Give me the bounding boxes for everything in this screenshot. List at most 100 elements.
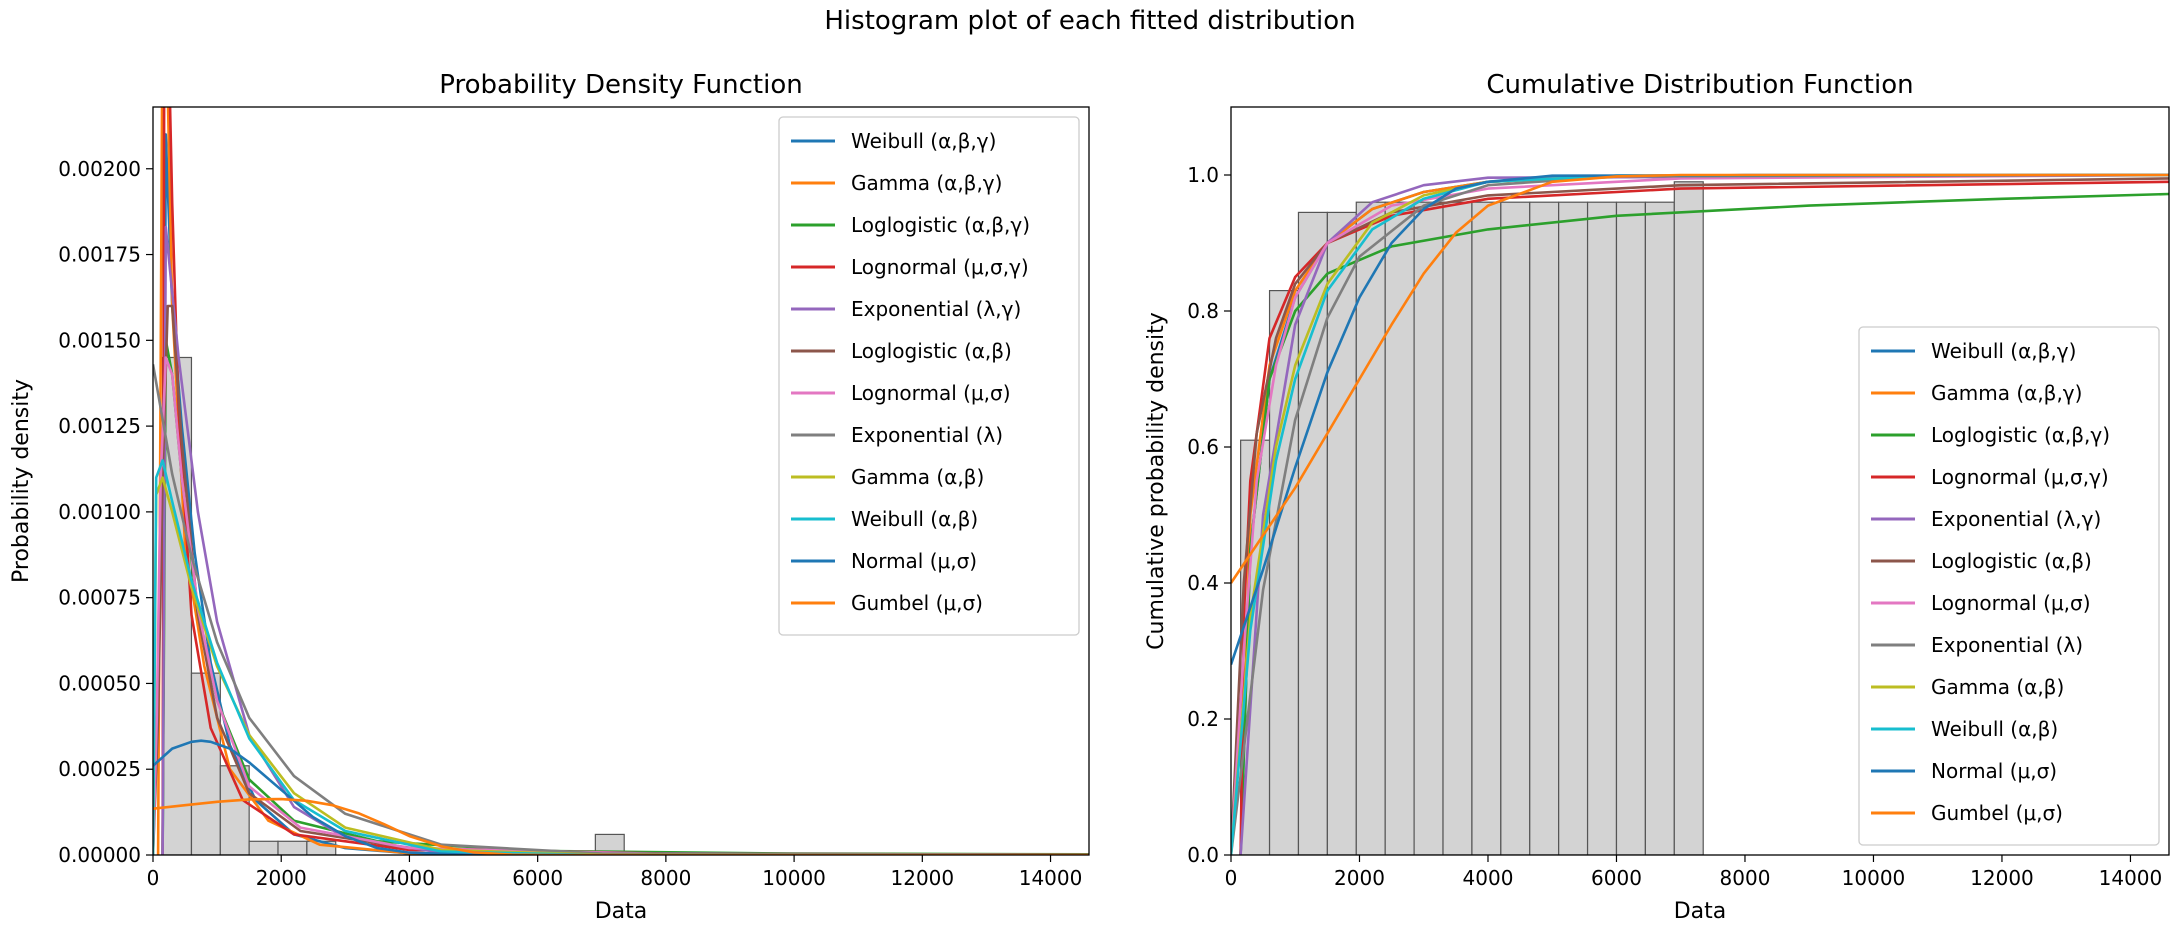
chart-title: Probability Density Function: [439, 70, 802, 100]
series-line-11: [153, 739, 1089, 855]
y-tick-label: 0.00075: [58, 586, 141, 610]
x-tick-label: 12000: [891, 866, 955, 890]
x-tick-label: 8000: [640, 866, 691, 890]
y-tick-label: 0.00175: [58, 243, 141, 267]
legend-label: Gumbel (μ,σ): [851, 591, 983, 615]
x-tick-label: 0: [147, 866, 160, 890]
x-tick-label: 10000: [1842, 866, 1906, 890]
legend-label: Weibull (α,β): [1931, 717, 2058, 741]
legend-label: Normal (μ,σ): [851, 549, 977, 573]
y-tick-label: 0.2: [1187, 707, 1219, 731]
y-axis-label: Probability density: [9, 379, 34, 583]
y-tick-label: 0.00100: [58, 500, 141, 524]
series-line-10: [1231, 173, 2169, 855]
y-tick-label: 0.8: [1187, 299, 1219, 323]
histogram-bar: [1442, 201, 1473, 855]
legend-box: [778, 116, 1080, 636]
figure-suptitle: Histogram plot of each fitted distributi…: [824, 6, 1356, 36]
legend-label: Exponential (λ): [1931, 633, 2083, 657]
legend-label: Gumbel (μ,σ): [1931, 801, 2063, 825]
x-tick-label: 6000: [512, 866, 563, 890]
legend-label: Exponential (λ,γ): [851, 297, 1021, 321]
histogram-bar: [1644, 201, 1675, 855]
y-tick-label: 1.0: [1187, 163, 1219, 187]
legend-label: Loglogistic (α,β): [1931, 549, 2092, 573]
series-line-6: [1231, 177, 2169, 855]
x-tick-label: 14000: [2099, 866, 2163, 890]
chart-panel-cdf: Cumulative Distribution Function 0 2000 400…: [1144, 70, 2170, 924]
legend-label: Normal (μ,σ): [1931, 759, 2057, 783]
series-line-12: [153, 797, 1089, 855]
y-tick-label: 0.0: [1187, 843, 1219, 867]
legend-label: Lognormal (μ,σ,γ): [851, 255, 1029, 279]
legend-label: Lognormal (μ,σ,γ): [1931, 465, 2109, 489]
histogram-bar: [1586, 201, 1618, 855]
x-axis-label: Data: [595, 899, 648, 924]
x-tick-label: 0: [1225, 866, 1238, 890]
histogram-bar: [1529, 201, 1560, 855]
histogram-bar: [1355, 201, 1386, 855]
legend-label: Loglogistic (α,β,γ): [851, 213, 1030, 237]
legend-label: Weibull (α,β): [851, 507, 978, 531]
histogram-bar: [1615, 201, 1646, 855]
legend: Weibull (α,β,γ) Gamma (α,β,γ) Loglogistic …: [1858, 326, 2160, 846]
chart-panel-pdf: Probability Density Function 0 2000 4000 600…: [9, 70, 1090, 924]
histogram-bar: [1673, 181, 1704, 855]
y-tick-label: 0.00000: [58, 843, 141, 867]
legend-label: Exponential (λ,γ): [1931, 507, 2101, 531]
legend-label: Lognormal (μ,σ): [1931, 591, 2091, 615]
y-tick-label: 0.4: [1187, 571, 1219, 595]
histogram-bar: [1326, 211, 1357, 855]
legend-label: Lognormal (μ,σ): [851, 381, 1011, 405]
legend-label: Weibull (α,β,γ): [1931, 339, 2076, 363]
series-line-12: [1231, 173, 2169, 584]
x-tick-label: 2000: [1334, 866, 1385, 890]
legend-label: Gamma (α,β,γ): [1931, 381, 2082, 405]
histogram: [1240, 181, 1704, 855]
y-tick-label: 0.00200: [58, 157, 141, 181]
histogram-bar: [1500, 201, 1531, 855]
histogram-bar: [1558, 201, 1589, 855]
x-tick-label: 2000: [256, 866, 307, 890]
y-tick-label: 0.00150: [58, 328, 141, 352]
histogram-bar: [1384, 201, 1415, 855]
legend-label: Loglogistic (α,β): [851, 339, 1012, 363]
legend-label: Weibull (α,β,γ): [851, 129, 996, 153]
legend-label: Gamma (α,β,γ): [851, 171, 1002, 195]
x-tick-label: 12000: [1970, 866, 2034, 890]
histogram-bar: [1413, 201, 1444, 855]
chart-title: Cumulative Distribution Function: [1486, 70, 1913, 100]
x-tick-label: 10000: [762, 866, 826, 890]
series-lines: [1231, 173, 2169, 855]
y-tick-label: 0.00050: [58, 671, 141, 695]
series-line-4: [161, 107, 1089, 855]
x-axis-label: Data: [1674, 899, 1727, 924]
x-tick-label: 4000: [384, 866, 435, 890]
y-tick-label: 0.00125: [58, 414, 141, 438]
series-lines: [153, 107, 1089, 855]
legend: Weibull (α,β,γ) Gamma (α,β,γ) Loglogistic …: [778, 116, 1080, 636]
series-line-7: [1231, 173, 2169, 855]
histogram-bar: [1471, 201, 1502, 855]
y-tick-label: 0.6: [1187, 435, 1219, 459]
legend-label: Exponential (λ): [851, 423, 1003, 447]
series-line-8: [153, 364, 1089, 855]
x-tick-label: 6000: [1591, 866, 1642, 890]
histogram-bar: [277, 840, 308, 855]
legend-label: Gamma (α,β): [1931, 675, 2064, 699]
x-tick-label: 4000: [1463, 866, 1514, 890]
legend-label: Gamma (α,β): [851, 465, 984, 489]
y-tick-label: 0.00025: [58, 757, 141, 781]
legend-label: Loglogistic (α,β,γ): [1931, 423, 2110, 447]
legend-box: [1858, 326, 2160, 846]
histogram-bar: [248, 840, 279, 855]
axes-frame: [1230, 106, 2170, 856]
x-tick-label: 14000: [1019, 866, 1083, 890]
series-line-5: [1239, 173, 2169, 855]
axes-frame: [152, 106, 1090, 856]
histogram: [162, 356, 625, 855]
x-tick-label: 8000: [1720, 866, 1771, 890]
y-axis-label: Cumulative probability density: [1144, 312, 1169, 650]
